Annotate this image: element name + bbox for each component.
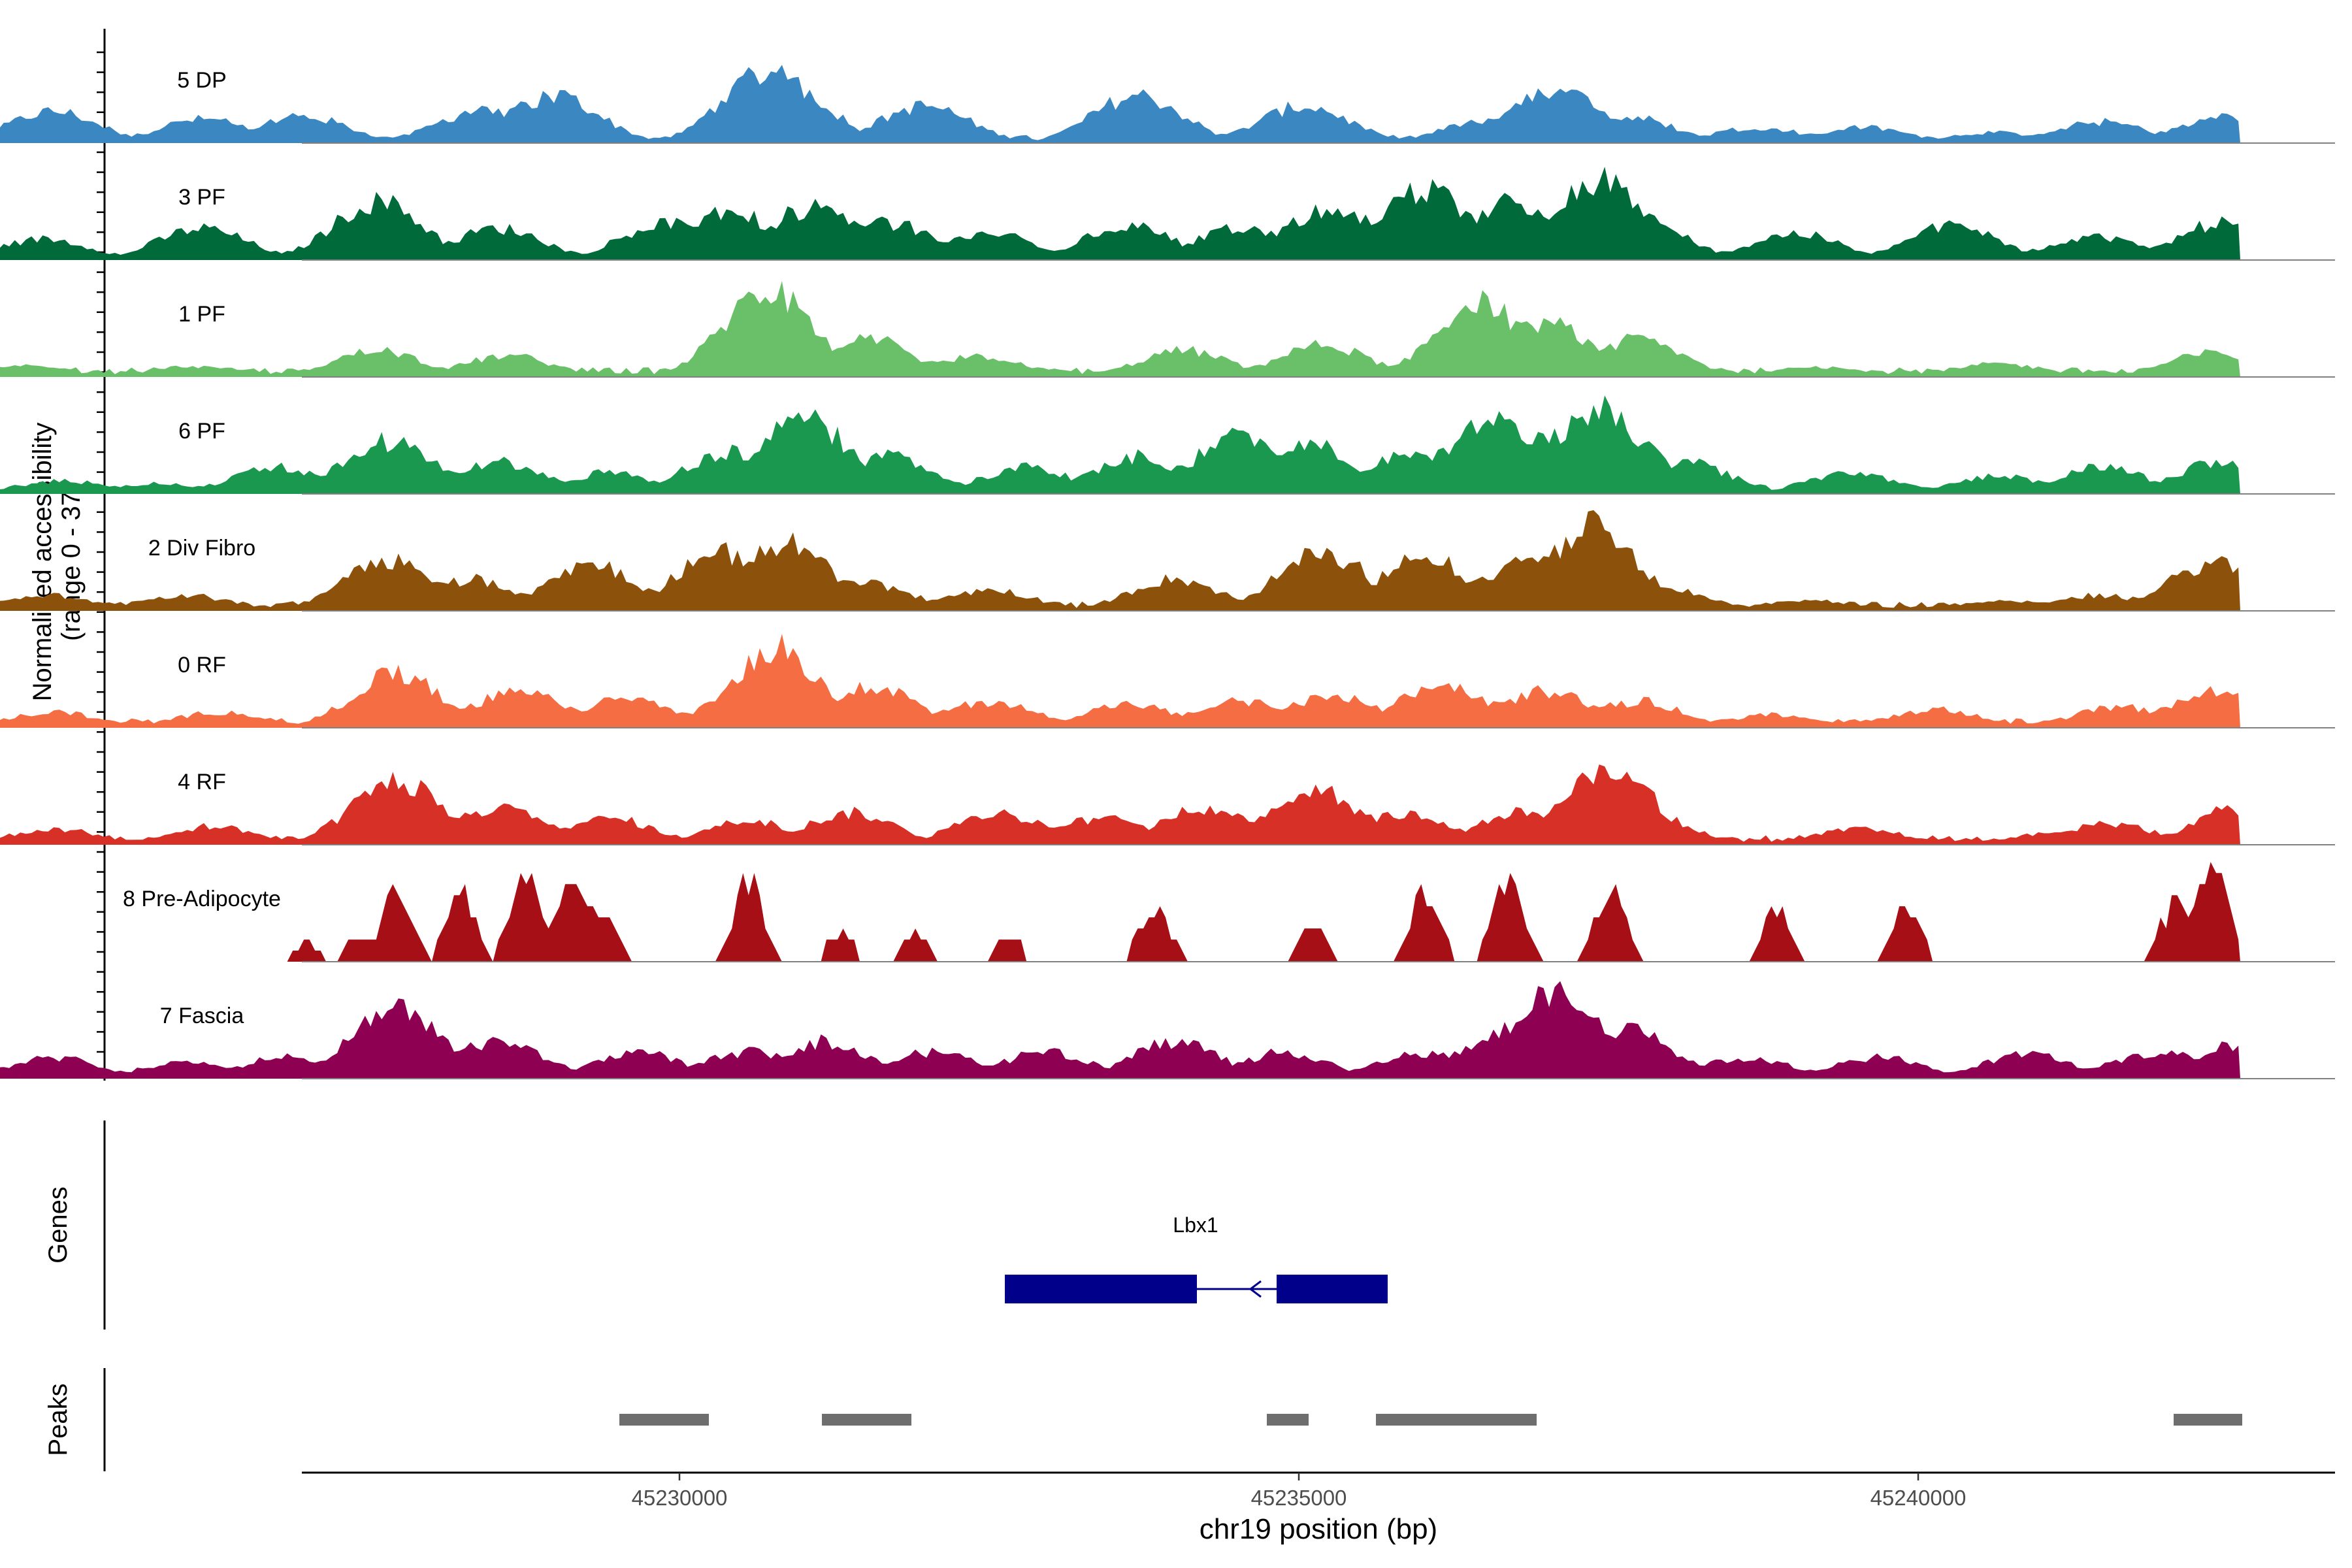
track-label: 4 RF [178,770,226,794]
track-2: 1 PF [0,281,2335,378]
gene-exon [1005,1275,1197,1303]
peak-region [1376,1414,1537,1426]
genes-panel-label: Genes [44,1186,73,1264]
track-6: 4 RF [0,764,2335,845]
track-0: 5 DP [0,65,2335,144]
coverage-area [0,764,2240,845]
coverage-tracks: 5 DP 3 PF 1 PF 6 PF 2 Div Fibro 0 RF 4 RF 8 Pre… [0,65,2335,1079]
track-label: 8 Pre-Adipocyte [123,887,281,911]
coverage-area [0,281,2240,377]
track-label: 6 PF [178,419,225,444]
track-8: 7 Fascia [0,981,2335,1079]
coverage-area [0,395,2240,494]
y-axis-title-line1: Normalized accessibility [28,423,57,702]
coverage-area [0,862,2240,962]
coverage-area [0,167,2240,260]
track-label: 1 PF [178,302,225,327]
track-label: 2 Div Fibro [148,536,255,561]
coverage-area [0,510,2240,611]
track-5: 0 RF [0,634,2335,728]
gene-exon [1277,1275,1388,1303]
x-tick-label: 45235000 [1251,1486,1347,1510]
coverage-area [0,981,2240,1079]
track-1: 3 PF [0,167,2335,261]
peak-region [2174,1414,2242,1426]
x-axis-ticks: 45230000 45235000 45240000 [632,1473,1967,1510]
coverage-area [0,65,2240,143]
peaks-track [619,1414,2242,1426]
track-label: 5 DP [177,68,227,93]
peak-region [822,1414,911,1426]
coverage-y-ticks [97,51,105,1073]
y-axis-title-line2: (range 0 - 37) [57,483,86,641]
track-label: 3 PF [178,185,225,210]
x-tick-label: 45240000 [1870,1486,1967,1510]
gene-name-label: Lbx1 [1173,1213,1218,1237]
peak-region [619,1414,709,1426]
x-axis-title: chr19 position (bp) [1200,1513,1437,1545]
track-3: 6 PF [0,395,2335,495]
coverage-area [0,634,2240,728]
strand-arrow-icon [1249,1280,1262,1298]
peak-region [1267,1414,1309,1426]
track-4: 2 Div Fibro [0,510,2335,612]
gene-annotation-track: Lbx1 [1005,1213,1388,1303]
track-label: 0 RF [178,653,226,678]
peaks-panel-label: Peaks [44,1383,73,1456]
x-tick-label: 45230000 [632,1486,728,1510]
track-7: 8 Pre-Adipocyte [0,862,2335,962]
track-label: 7 Fascia [160,1004,244,1028]
